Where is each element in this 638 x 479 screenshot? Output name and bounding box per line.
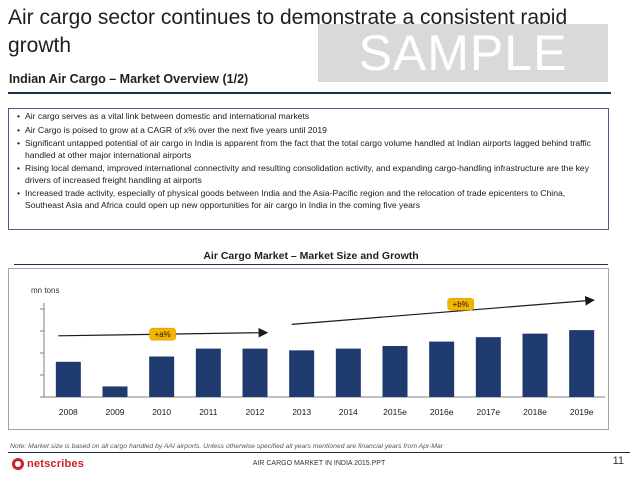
bar-2014 [335, 348, 361, 397]
footer-divider [8, 452, 630, 453]
growth-badge [149, 327, 176, 341]
bar-2018e [522, 333, 548, 397]
growth-arrow [291, 296, 595, 325]
x-tick-label: 2018e [523, 407, 547, 417]
x-tick-label: 2010 [152, 407, 171, 417]
bullet-list: Air cargo serves as a vital link between… [17, 111, 602, 211]
bar-2013 [289, 350, 315, 397]
bar-2017e [475, 337, 501, 397]
x-tick-label: 2019e [570, 407, 594, 417]
x-tick-label: 2008 [59, 407, 78, 417]
bar-2009 [102, 386, 128, 397]
bar-2019e [569, 330, 595, 397]
bullet-item: Significant untapped potential of air ca… [17, 138, 602, 161]
netscribes-logo: netscribes [12, 457, 84, 471]
y-axis-label: mn tons [31, 286, 59, 295]
page-number: 11 [612, 455, 624, 467]
bar-2010 [149, 356, 175, 397]
chart-title: Air Cargo Market – Market Size and Growt… [203, 250, 419, 262]
logo-icon [12, 458, 24, 470]
bullet-box: Air cargo serves as a vital link between… [8, 108, 609, 230]
x-tick-label: 2009 [106, 407, 125, 417]
bullet-item: Increased trade activity, especially of … [17, 188, 602, 211]
x-tick-label: 2017e [477, 407, 501, 417]
subtitle-divider [8, 92, 611, 94]
chart-frame: mn tons 2008 2009 2010 2011 2012 2013 2014 2015e… [8, 268, 609, 430]
footnote: Note: Market size is based on all cargo … [10, 443, 444, 450]
growth-badge-label: +b% [453, 300, 469, 309]
bar-2011 [195, 348, 221, 397]
x-tick-label: 2014 [339, 407, 358, 417]
bar-2012 [242, 348, 268, 397]
footer-filename: AIR CARGO MARKET IN INDIA 2015.PPT [252, 460, 386, 467]
chart-title-divider [14, 264, 608, 265]
bullet-item: Air Cargo is poised to grow at a CAGR of… [17, 125, 602, 137]
section-subtitle: Indian Air Cargo – Market Overview (1/2) [9, 72, 249, 86]
logo-text: netscribes [27, 458, 85, 470]
x-tick-label: 2011 [199, 407, 218, 417]
bar-2016e [429, 341, 455, 397]
slide-title: Air cargo sector continues to demonstrat… [8, 6, 568, 57]
growth-badge [447, 297, 474, 311]
growth-badge-label: +a% [155, 330, 171, 339]
x-tick-label: 2016e [430, 407, 454, 417]
bullet-item: Rising local demand, improved internatio… [17, 163, 602, 186]
bar-2008 [55, 361, 81, 397]
x-tick-label: 2012 [246, 407, 265, 417]
bullet-item: Air cargo serves as a vital link between… [17, 111, 602, 123]
bar-2015e [382, 345, 408, 397]
bar-chart: mn tons 2008 2009 2010 2011 2012 2013 2014 2015e… [31, 286, 605, 417]
sample-watermark: SAMPLE [318, 24, 608, 82]
x-tick-label: 2015e [383, 407, 407, 417]
x-tick-label: 2013 [292, 407, 311, 417]
